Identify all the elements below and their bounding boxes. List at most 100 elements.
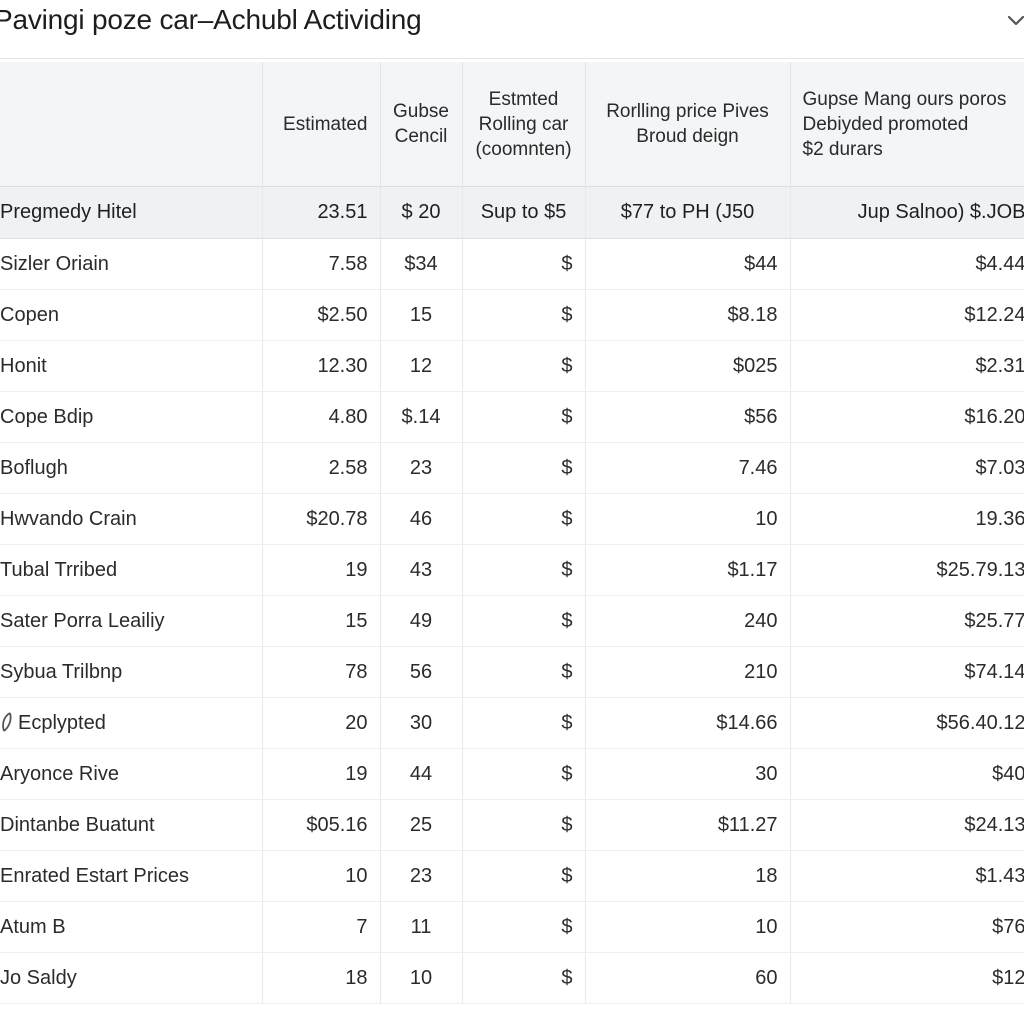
summary-estimated: 23.51 bbox=[262, 186, 381, 239]
row-promo: $4.44 bbox=[790, 238, 1024, 290]
page-title: Pavingi poze car–Achubl Actividing bbox=[0, 4, 422, 35]
table-row[interactable]: Dintanbe Buatunt $05.16 25 $ $11.27 $24.13 bbox=[0, 799, 1024, 851]
summary-price: $77 to PH (J50 bbox=[585, 186, 791, 239]
table-row[interactable]: Sybua Trilbnp 78 56 $210 $74.14 bbox=[0, 646, 1024, 698]
row-rolling: $ bbox=[462, 901, 586, 953]
row-name: Sybua Trilbnp bbox=[0, 646, 263, 698]
row-name: Cope Bdip bbox=[0, 391, 263, 443]
row-price: 210 bbox=[585, 646, 791, 698]
row-rolling: $ bbox=[462, 799, 586, 851]
table-row[interactable]: Atum B 7 11 $10 $76 bbox=[0, 901, 1024, 953]
row-name: Dintanbe Buatunt bbox=[0, 799, 263, 851]
row-rolling: $ bbox=[462, 595, 586, 647]
row-name: Aryonce Rive bbox=[0, 748, 263, 800]
row-promo: $1.43 bbox=[790, 850, 1024, 902]
row-price: 7.46 bbox=[585, 442, 791, 494]
row-price: 18 bbox=[585, 850, 791, 902]
row-cancel: 30 bbox=[380, 697, 463, 749]
table-row[interactable]: Ecplypted 20 30 $ $14.66 $56.40.12 bbox=[0, 697, 1024, 749]
row-estimated: 78 bbox=[262, 646, 381, 698]
table-row[interactable]: Sizler Oriain 7.58 $34 $ $44 $4.44 bbox=[0, 238, 1024, 290]
row-name: Honit bbox=[0, 340, 263, 392]
row-rolling: $ bbox=[462, 646, 586, 698]
row-promo: $7.03 bbox=[790, 442, 1024, 494]
header-cancel[interactable]: Gubse Cencil bbox=[380, 62, 463, 187]
row-price: 10 bbox=[585, 493, 791, 545]
header-name[interactable] bbox=[0, 62, 263, 187]
table-row[interactable]: Boflugh 2.58 23 $7.46 $7.03 bbox=[0, 442, 1024, 494]
row-cancel: 46 bbox=[380, 493, 463, 545]
row-cancel: 10 bbox=[380, 952, 463, 1004]
row-rolling: $ bbox=[462, 238, 586, 290]
header-estimated[interactable]: Estimated bbox=[262, 62, 381, 187]
header-estimated-line: Estimated bbox=[283, 113, 368, 135]
row-cancel: 11 bbox=[380, 901, 463, 953]
row-name: Boflugh bbox=[0, 442, 263, 494]
row-price: $1.17 bbox=[585, 544, 791, 596]
row-price: 60 bbox=[585, 952, 791, 1004]
table-row[interactable]: Honit 12.30 12 $ $025 $2.31 bbox=[0, 340, 1024, 392]
table-row[interactable]: Tubal Trribed 19 43 $ $1.17 $25.79.13 bbox=[0, 544, 1024, 596]
header-price-line: Broud deign bbox=[636, 126, 739, 147]
leaf-icon bbox=[2, 712, 12, 732]
row-rolling: $ bbox=[462, 391, 586, 443]
row-estimated: 20 bbox=[262, 697, 381, 749]
row-name: Enrated Estart Prices bbox=[0, 850, 263, 902]
row-promo: $16.20 bbox=[790, 391, 1024, 443]
row-rolling: $ bbox=[462, 340, 586, 392]
row-cancel: $34 bbox=[380, 238, 463, 290]
row-estimated: 10 bbox=[262, 850, 381, 902]
row-promo: $12.24 bbox=[790, 289, 1024, 341]
summary-name: Pregmedy Hitel bbox=[0, 186, 263, 239]
header-cancel-line: Cencil bbox=[394, 126, 448, 147]
row-price: 10 bbox=[585, 901, 791, 953]
row-promo: $12 bbox=[790, 952, 1024, 1004]
row-estimated: 2.58 bbox=[262, 442, 381, 494]
row-promo: $40 bbox=[790, 748, 1024, 800]
row-price: $56 bbox=[585, 391, 791, 443]
row-name: Atum B bbox=[0, 901, 263, 953]
row-rolling: $ bbox=[462, 289, 586, 341]
row-name: Sater Porra Leailiy bbox=[0, 595, 263, 647]
header-price[interactable]: Rorlling price Pives Broud deign bbox=[585, 62, 791, 187]
title-bar: Pavingi poze car–Achubl Actividing bbox=[0, 0, 1024, 59]
row-promo: $25.77 bbox=[790, 595, 1024, 647]
row-rolling: $ bbox=[462, 544, 586, 596]
table-row[interactable]: Copen $2.50 15 $ $8.18 $12.24 bbox=[0, 289, 1024, 341]
row-promo: 19.36 bbox=[790, 493, 1024, 545]
row-promo: $2.31 bbox=[790, 340, 1024, 392]
row-rolling: $ bbox=[462, 952, 586, 1004]
row-estimated: 4.80 bbox=[262, 391, 381, 443]
row-cancel: 23 bbox=[380, 850, 463, 902]
chevron-down-icon[interactable] bbox=[1004, 8, 1024, 32]
row-estimated: 15 bbox=[262, 595, 381, 647]
row-price: $8.18 bbox=[585, 289, 791, 341]
row-rolling: $ bbox=[462, 697, 586, 749]
row-price: 240 bbox=[585, 595, 791, 647]
row-price: $025 bbox=[585, 340, 791, 392]
table-row[interactable]: Enrated Estart Prices 10 23 $18 $1.43 bbox=[0, 850, 1024, 902]
header-promo[interactable]: Gupse Mang ours poros Debiyded promoted $2… bbox=[790, 62, 1024, 187]
summary-row[interactable]: Pregmedy Hitel 23.51 $ 20 Sup to $5 $77 … bbox=[0, 186, 1024, 239]
table-row[interactable]: Sater Porra Leailiy 15 49 $240 $25.77 bbox=[0, 595, 1024, 647]
row-promo: $25.79.13 bbox=[790, 544, 1024, 596]
table-row[interactable]: Aryonce Rive 19 44 $30 $40 bbox=[0, 748, 1024, 800]
summary-promo: Jup Salnoo) $.JOB bbox=[790, 186, 1024, 239]
header-promo-line: Gupse Mang ours poros bbox=[802, 88, 1007, 110]
header-price-line: Rorlling price Pives bbox=[606, 101, 769, 122]
header-promo-line: Debiyded promoted bbox=[802, 113, 969, 135]
row-estimated: 7.58 bbox=[262, 238, 381, 290]
table-row[interactable]: Jo Saldy 18 10 $60 $12 bbox=[0, 952, 1024, 1004]
row-estimated: $05.16 bbox=[262, 799, 381, 851]
row-estimated: 12.30 bbox=[262, 340, 381, 392]
row-estimated: 18 bbox=[262, 952, 381, 1004]
row-estimated: 19 bbox=[262, 748, 381, 800]
table-row[interactable]: Cope Bdip 4.80 $.14 $ $56 $16.20 bbox=[0, 391, 1024, 443]
row-rolling: $ bbox=[462, 748, 586, 800]
row-cancel: 23 bbox=[380, 442, 463, 494]
table-row[interactable]: Hwvando Crain $20.78 46 $10 19.36 bbox=[0, 493, 1024, 545]
header-rolling-line: Estmted bbox=[488, 88, 559, 110]
header-rolling[interactable]: Estmted Rolling car (coomnten) bbox=[462, 62, 586, 187]
row-cancel: 12 bbox=[380, 340, 463, 392]
